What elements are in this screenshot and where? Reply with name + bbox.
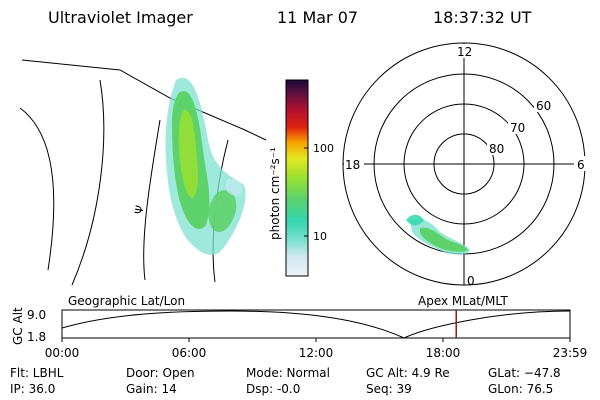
mlt-label-6: 6: [577, 158, 585, 172]
status-gc-alt: GC Alt: 4.9 Re: [366, 366, 450, 380]
timeline-x-tick-label: 23:59: [553, 346, 588, 360]
mlt-label-0: 0: [467, 274, 475, 288]
colorbar-tick-10: 10: [313, 230, 327, 243]
timeline-frame: [61, 309, 571, 339]
status-ip: IP: 36.0: [10, 382, 56, 396]
status-seq: Seq: 39: [366, 382, 412, 396]
timeline-left-caption: Geographic Lat/Lon: [68, 294, 185, 308]
aurora-left: [165, 77, 246, 255]
timeline-x-tick-label: 00:00: [45, 346, 80, 360]
mlt-label-18: 18: [345, 158, 360, 172]
colorbar-unit-label: photon cm⁻²s⁻¹: [268, 147, 282, 240]
altitude-curve: [61, 310, 571, 339]
timeline-right-caption: Apex MLat/MLT: [418, 294, 508, 308]
time-label: 18:37:32 UT: [433, 8, 532, 27]
timeline-x-tick-label: 18:00: [426, 346, 461, 360]
status-gain: Gain: 14: [126, 382, 177, 396]
aurora-polar: [406, 214, 470, 255]
imager-title: Ultraviolet Imager: [48, 8, 193, 27]
colorbar-gradient: [285, 79, 309, 277]
lat-label-70: 70: [510, 121, 525, 135]
colorbar-tick-100: 100: [313, 142, 334, 155]
timeline-y-tick-bottom: 1.8: [27, 330, 46, 344]
status-glon: GLon: 76.5: [488, 382, 554, 396]
timeline-y-tick-top: 9.0: [27, 308, 46, 322]
lat-label-60: 60: [536, 99, 551, 113]
map-marker: Ψ: [132, 204, 146, 215]
map-grid-lines: [19, 59, 267, 286]
status-dsp: Dsp: -0.0: [246, 382, 301, 396]
timeline-y-label: GC Alt: [11, 307, 25, 345]
lat-label-80: 80: [489, 142, 504, 156]
timeline-x-tick-label: 06:00: [172, 346, 207, 360]
date-label: 11 Mar 07: [277, 8, 359, 27]
status-flt: Flt: LBHL: [10, 366, 64, 380]
timeline-x-tick-label: 12:00: [299, 346, 334, 360]
status-door: Door: Open: [126, 366, 195, 380]
status-mode: Mode: Normal: [246, 366, 330, 380]
status-glat: GLat: −47.8: [488, 366, 561, 380]
mlt-label-12: 12: [457, 45, 472, 59]
